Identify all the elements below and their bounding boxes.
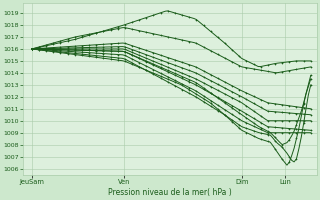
X-axis label: Pression niveau de la mer( hPa ): Pression niveau de la mer( hPa ) — [108, 188, 232, 197]
